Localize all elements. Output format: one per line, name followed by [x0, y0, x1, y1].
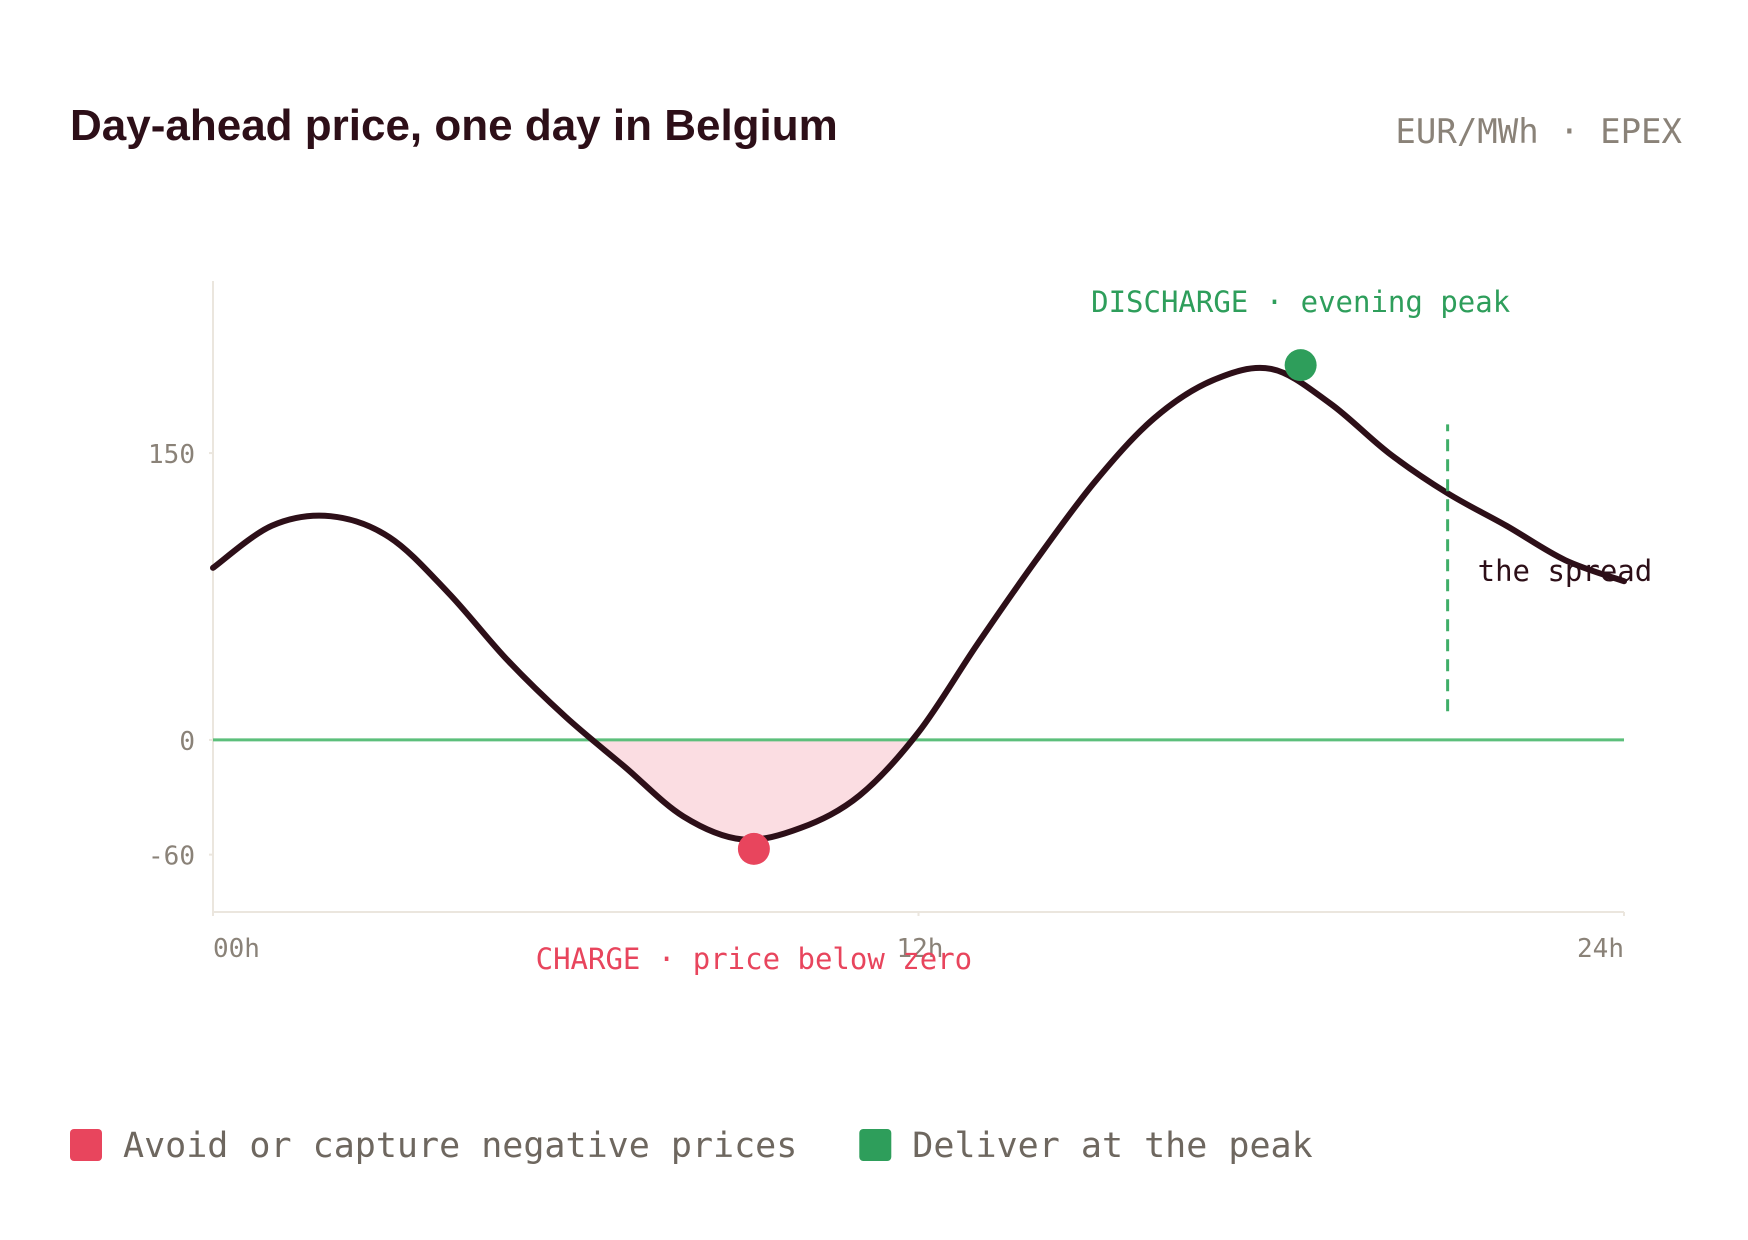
- x-tick-label: 00h: [213, 934, 260, 964]
- y-tick-label: 150: [148, 440, 195, 470]
- y-tick-label: -60: [148, 842, 195, 872]
- marker-dot: [737, 832, 770, 865]
- marker-dot: [1284, 349, 1317, 382]
- spread-label: the spread: [1478, 554, 1653, 588]
- chart-subtitle: EUR/MWh · EPEX: [1395, 112, 1682, 152]
- x-tick-label: 12h: [897, 934, 944, 964]
- marker-label: CHARGE · price below zero: [536, 942, 973, 976]
- legend-label: Deliver at the peak: [912, 1126, 1312, 1166]
- x-tick-label: 24h: [1577, 934, 1624, 964]
- y-tick-label: 0: [179, 727, 195, 757]
- marker-label: DISCHARGE · evening peak: [1091, 285, 1511, 319]
- chart-title: Day-ahead price, one day in Belgium: [70, 101, 838, 150]
- legend-swatch: [70, 1129, 102, 1161]
- legend-label: Avoid or capture negative prices: [123, 1126, 797, 1166]
- legend-swatch: [859, 1129, 892, 1161]
- price-line: [210, 364, 1627, 843]
- negative-area: [592, 739, 913, 840]
